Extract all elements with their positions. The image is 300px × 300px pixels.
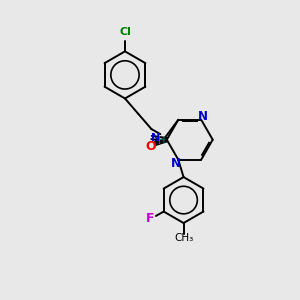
Text: H: H [158,136,166,146]
Text: N: N [171,157,181,169]
Text: CH₃: CH₃ [174,233,193,243]
Text: O: O [146,140,156,153]
Text: Cl: Cl [119,27,131,37]
Text: N: N [151,133,160,143]
Text: F: F [146,212,155,225]
Text: N: N [198,110,208,123]
